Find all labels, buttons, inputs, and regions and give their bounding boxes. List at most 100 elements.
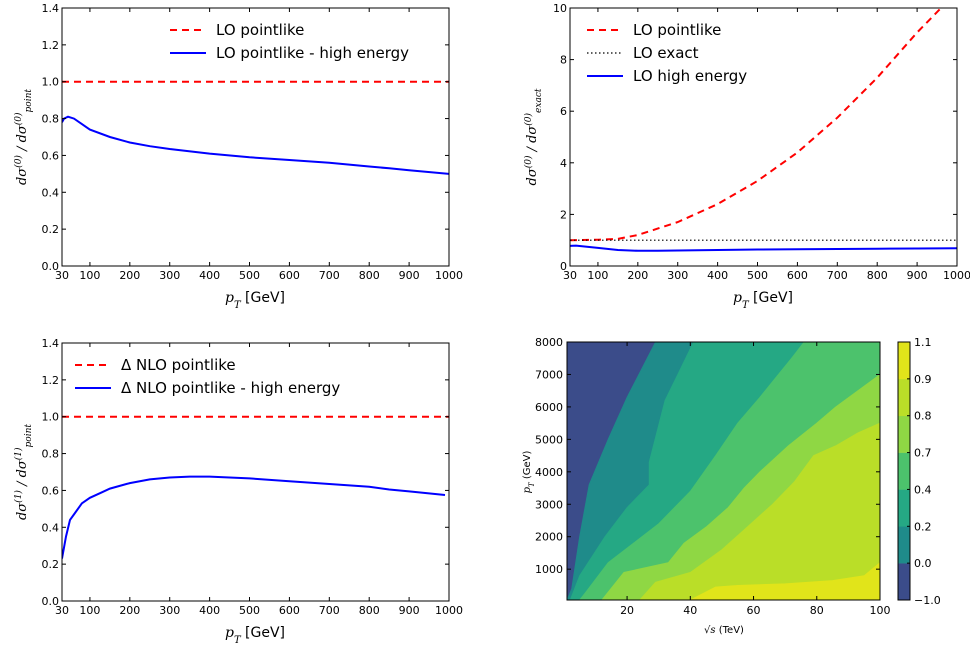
x-tick-label: 500 bbox=[747, 269, 768, 282]
y-tick-label: 0.0 bbox=[42, 595, 60, 608]
y-axis-label: dσ(0) / dσ(0)point bbox=[13, 89, 34, 185]
y-tick-label: 1.0 bbox=[42, 76, 60, 89]
contour-region-6 bbox=[690, 562, 880, 600]
x-axis-label: pT [GeV] bbox=[733, 290, 793, 311]
x-tick-label: 700 bbox=[319, 269, 340, 282]
x-tick-label: 500 bbox=[239, 269, 260, 282]
y-tick-label: 0.0 bbox=[42, 260, 60, 273]
colorbar-segment bbox=[898, 342, 910, 380]
x-tick-label: 100 bbox=[79, 604, 100, 617]
x-tick-label: 300 bbox=[667, 269, 688, 282]
x-tick-label: 20 bbox=[620, 604, 634, 617]
panel-bottom-left: dσ(1) / dσ(1)point pT [GeV] 30 100 200 300 4… bbox=[13, 337, 463, 646]
x-tick-label: 100 bbox=[79, 269, 100, 282]
colorbar-tick-label: 0.9 bbox=[914, 373, 932, 386]
x-tick-label: 200 bbox=[627, 269, 648, 282]
y-tick-label: 6000 bbox=[535, 401, 563, 414]
y-tick-label: 1.2 bbox=[42, 39, 60, 52]
y-tick-label: 8000 bbox=[535, 336, 563, 349]
series-line-1 bbox=[62, 115, 449, 175]
colorbar-tick-label: 0.0 bbox=[914, 557, 932, 570]
colorbar-tick-label: 1.1 bbox=[914, 336, 932, 349]
x-tick-label: 800 bbox=[867, 269, 888, 282]
y-axis-label: dσ(0) / dσ(0)exact bbox=[523, 88, 544, 185]
colorbar-segment bbox=[898, 563, 910, 601]
panel-top-right: dσ(0) / dσ(0)exact pT [GeV] 30 100 200 300 4… bbox=[523, 2, 970, 311]
x-tick-label: 80 bbox=[810, 604, 824, 617]
panel-top-left: dσ(0) / dσ(0)point pT [GeV] 30 100 200 300 4… bbox=[13, 2, 463, 311]
x-tick-label: 60 bbox=[747, 604, 761, 617]
legend-label: LO exact bbox=[633, 44, 699, 62]
legend-label: Δ NLO pointlike bbox=[121, 356, 236, 374]
x-axis-label: √s (TeV) bbox=[704, 625, 744, 636]
x-tick-label: 40 bbox=[683, 604, 697, 617]
x-tick-label: 300 bbox=[159, 269, 180, 282]
series-line-0 bbox=[570, 8, 942, 242]
x-tick-label: 400 bbox=[199, 269, 220, 282]
y-tick-label: 3000 bbox=[535, 498, 563, 511]
x-tick-label: 30 bbox=[563, 269, 577, 282]
x-tick-label: 800 bbox=[359, 604, 380, 617]
y-tick-label: 1.4 bbox=[42, 2, 60, 15]
y-axis-label: pT (GeV) bbox=[522, 451, 536, 494]
colorbar-tick-label: 0.4 bbox=[914, 483, 932, 496]
y-tick-label: 7000 bbox=[535, 368, 563, 381]
y-tick-label: 0.8 bbox=[42, 113, 60, 126]
colorbar-tick-label: 0.8 bbox=[914, 410, 932, 423]
plot-frame bbox=[61, 7, 450, 267]
x-tick-label: 900 bbox=[907, 269, 928, 282]
x-tick-label: 400 bbox=[199, 604, 220, 617]
y-tick-label: 4000 bbox=[535, 466, 563, 479]
colorbar-segment bbox=[898, 452, 910, 490]
x-tick-label: 900 bbox=[399, 269, 420, 282]
y-tick-label: 2000 bbox=[535, 531, 563, 544]
legend-label: LO high energy bbox=[633, 67, 747, 85]
series-line-1 bbox=[62, 475, 446, 559]
colorbar-frame bbox=[897, 341, 911, 601]
y-tick-label: 2 bbox=[560, 208, 567, 221]
y-tick-label: 0.6 bbox=[42, 484, 60, 497]
x-tick-label: 700 bbox=[319, 604, 340, 617]
x-tick-label: 30 bbox=[55, 269, 69, 282]
x-tick-label: 300 bbox=[159, 604, 180, 617]
y-tick-label: 5000 bbox=[535, 433, 563, 446]
y-tick-label: 10 bbox=[553, 2, 567, 15]
y-tick-label: 0.6 bbox=[42, 149, 60, 162]
panel-bottom-right: pT (GeV) √s (TeV) 20 40 60 80 100 1000 2000 300… bbox=[522, 336, 941, 636]
contour-fill bbox=[567, 342, 880, 600]
colorbar-tick-label: −1.0 bbox=[914, 594, 941, 607]
x-tick-label: 800 bbox=[359, 269, 380, 282]
y-tick-label: 1000 bbox=[535, 563, 563, 576]
colorbar-tick-label: 0.2 bbox=[914, 520, 932, 533]
plot-frame bbox=[569, 7, 958, 267]
x-tick-label: 100 bbox=[870, 604, 891, 617]
legend-label: Δ NLO pointlike - high energy bbox=[121, 379, 340, 397]
y-tick-label: 0.2 bbox=[42, 558, 60, 571]
x-tick-label: 900 bbox=[399, 604, 420, 617]
x-axis-label: pT [GeV] bbox=[225, 625, 285, 646]
y-tick-label: 4 bbox=[560, 157, 567, 170]
x-tick-label: 200 bbox=[119, 269, 140, 282]
series-line-2 bbox=[570, 244, 957, 252]
y-tick-label: 0.4 bbox=[42, 521, 60, 534]
y-tick-label: 1.4 bbox=[42, 337, 60, 350]
y-tick-label: 1.0 bbox=[42, 411, 60, 424]
x-tick-label: 1000 bbox=[943, 269, 970, 282]
colorbar-segment bbox=[898, 489, 910, 527]
x-tick-label: 600 bbox=[279, 269, 300, 282]
y-tick-label: 0.8 bbox=[42, 448, 60, 461]
x-tick-label: 30 bbox=[55, 604, 69, 617]
x-tick-label: 700 bbox=[827, 269, 848, 282]
y-tick-label: 8 bbox=[560, 54, 567, 67]
x-tick-label: 1000 bbox=[435, 269, 463, 282]
colorbar-segment bbox=[898, 526, 910, 564]
x-tick-label: 400 bbox=[707, 269, 728, 282]
legend-label: LO pointlike - high energy bbox=[216, 44, 409, 62]
colorbar-segment bbox=[898, 415, 910, 453]
colorbar-segment bbox=[898, 378, 910, 417]
x-tick-label: 100 bbox=[587, 269, 608, 282]
x-axis-label: pT [GeV] bbox=[225, 290, 285, 311]
y-tick-label: 0.2 bbox=[42, 223, 60, 236]
y-tick-label: 6 bbox=[560, 105, 567, 118]
x-tick-label: 600 bbox=[787, 269, 808, 282]
